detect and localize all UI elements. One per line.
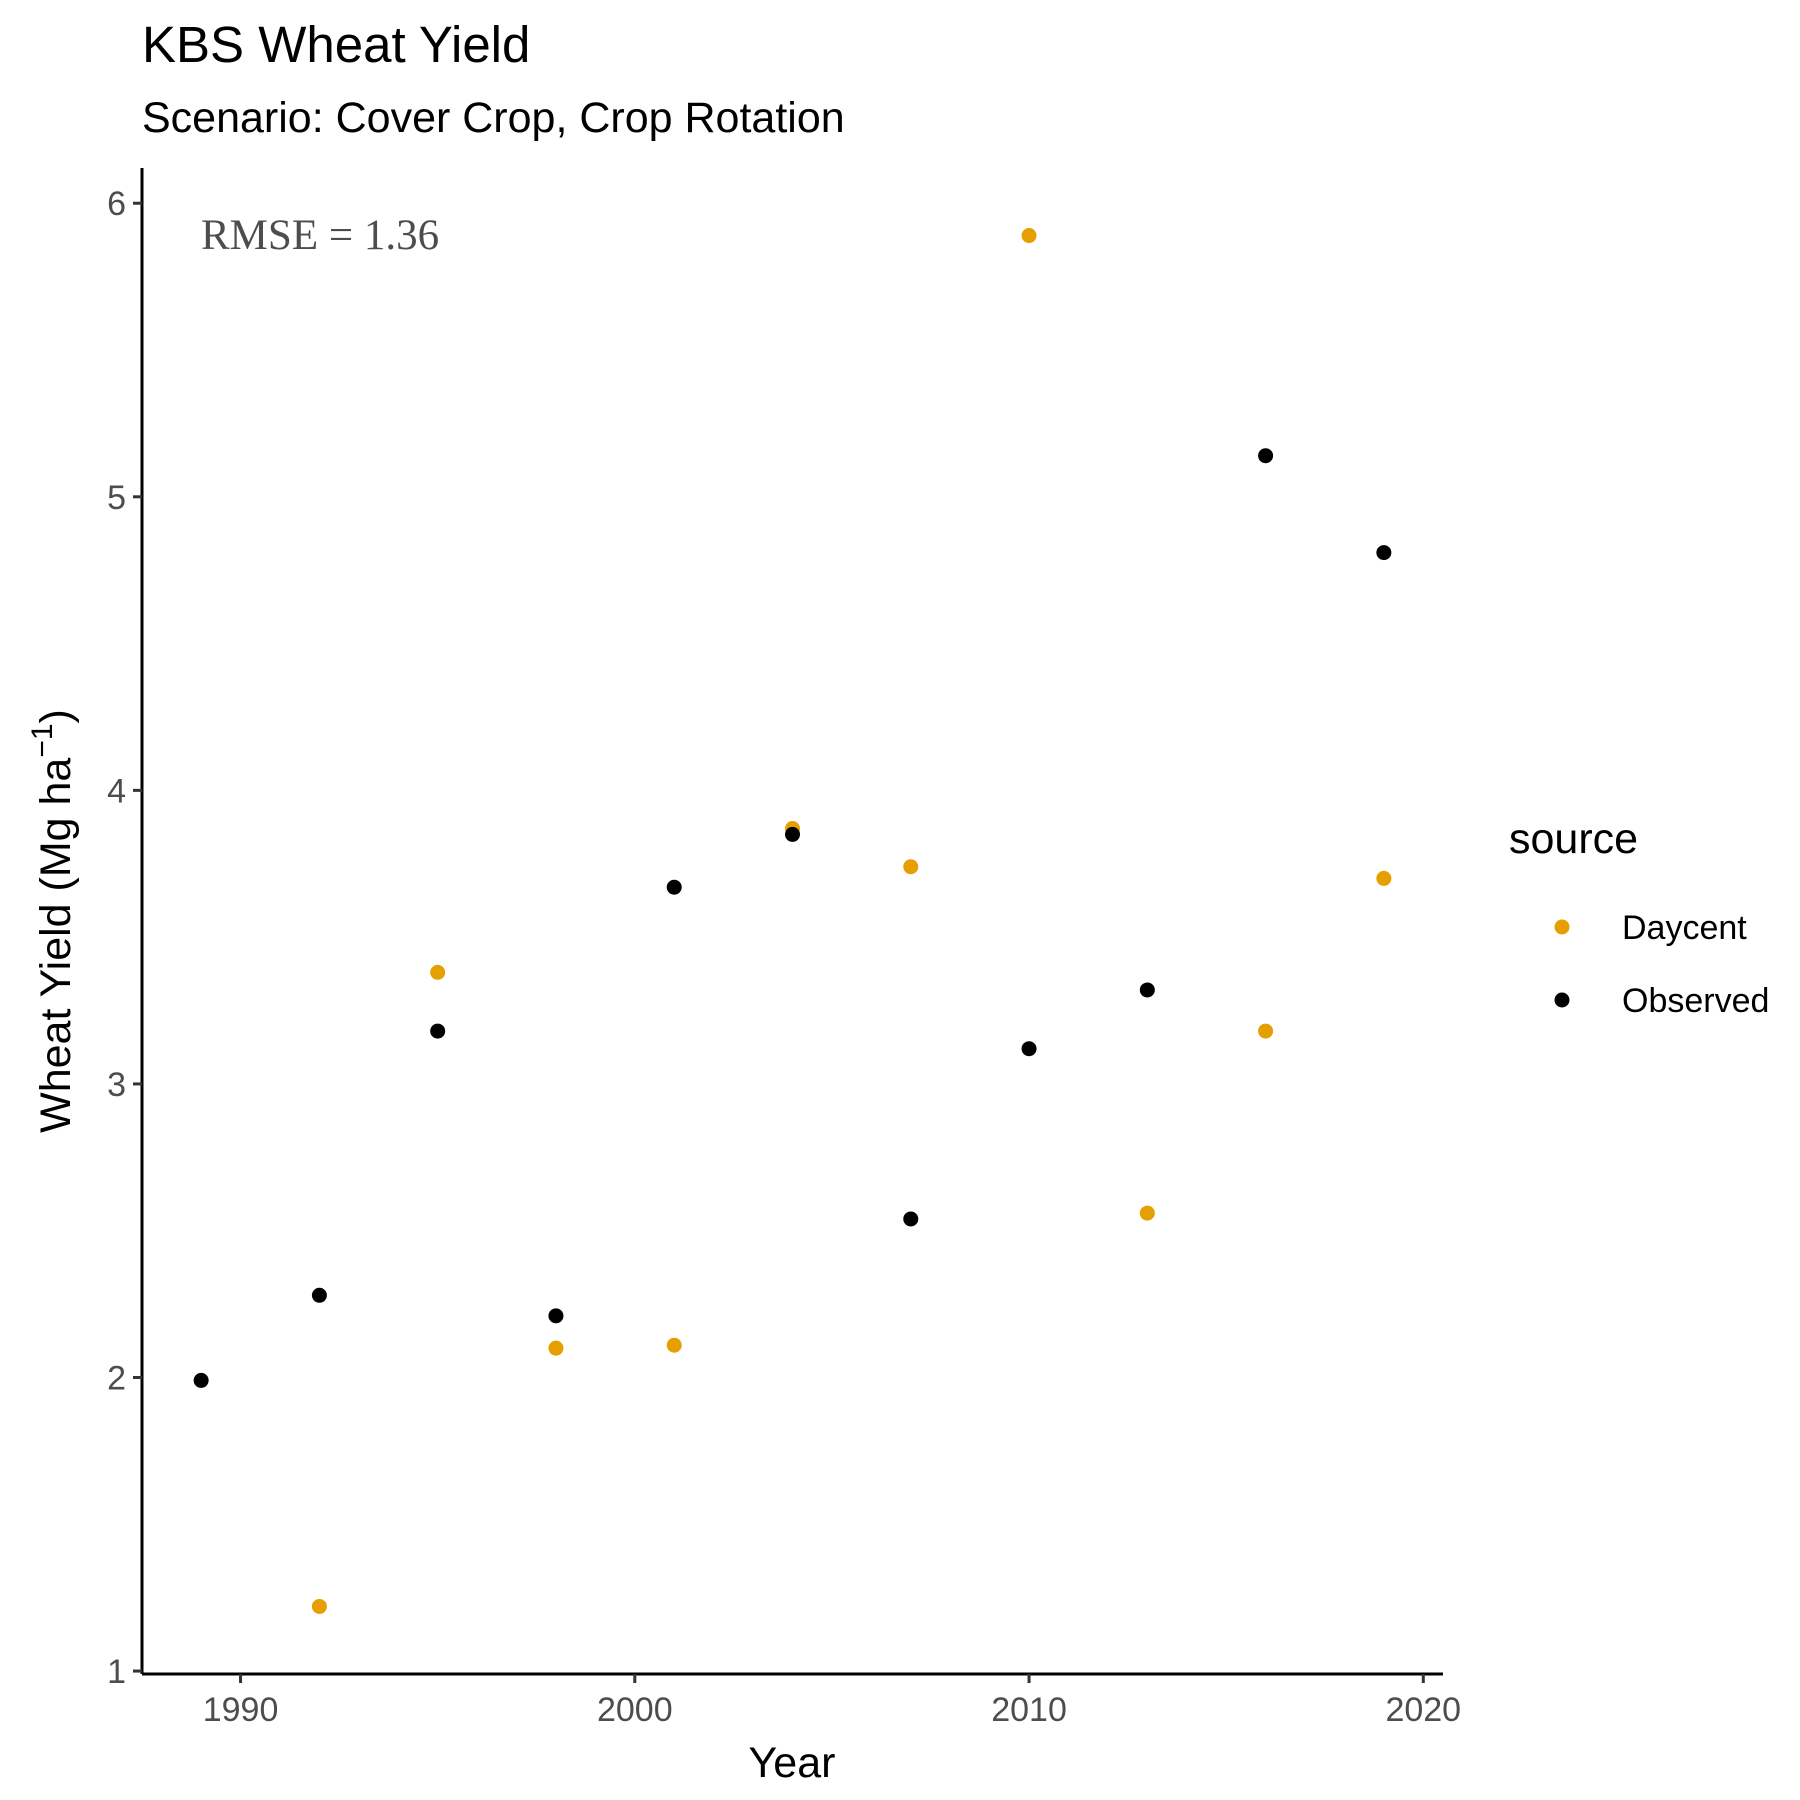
x-axis-title: Year [749, 1739, 836, 1787]
y-tick-label: 5 [107, 479, 126, 517]
data-points [193, 228, 1392, 1614]
point-daycent [548, 1340, 564, 1356]
y-axis-title-close: ) [32, 709, 80, 723]
rmse-annotation: RMSE = 1.36 [201, 212, 439, 259]
x-tick-label: 2010 [991, 1691, 1067, 1729]
x-tick-label: 1990 [203, 1691, 279, 1729]
x-tick-label: 2020 [1385, 1691, 1461, 1729]
y-axis-title-superscript: −1 [26, 723, 59, 757]
legend-title: source [1509, 815, 1638, 863]
point-daycent [430, 964, 446, 980]
legend-items: Daycent Observed [1554, 909, 1769, 1020]
point-daycent [311, 1598, 327, 1614]
y-tick-label: 2 [107, 1359, 126, 1397]
point-observed [1139, 982, 1155, 998]
point-daycent [1258, 1023, 1274, 1039]
y-tick-label: 4 [107, 772, 126, 810]
y-tick-label: 3 [107, 1066, 126, 1104]
x-axis-ticks: 1990 2000 2010 2020 [203, 1674, 1461, 1729]
x-tick-label: 2000 [597, 1691, 673, 1729]
legend-label-observed: Observed [1622, 982, 1769, 1020]
chart-subtitle: Scenario: Cover Crop, Crop Rotation [142, 94, 845, 142]
point-daycent [666, 1337, 682, 1353]
point-observed [1021, 1041, 1037, 1057]
legend-label-daycent: Daycent [1622, 909, 1747, 947]
point-observed [311, 1287, 327, 1303]
point-observed [193, 1372, 209, 1388]
point-observed [785, 826, 800, 842]
point-observed [548, 1308, 564, 1324]
point-observed [666, 879, 682, 895]
point-observed [1258, 448, 1274, 464]
point-daycent [903, 859, 919, 875]
point-daycent [1021, 228, 1037, 244]
legend-key-observed [1554, 992, 1570, 1008]
point-observed [1376, 545, 1392, 561]
point-observed [903, 1211, 919, 1227]
y-tick-label: 1 [107, 1653, 126, 1691]
point-daycent [1139, 1205, 1155, 1221]
legend: source Daycent Observed [1509, 815, 1769, 1020]
plot-area: 1 2 3 4 5 6 1990 2000 2010 2020 RMSE = 1.36 [107, 168, 1461, 1729]
y-tick-label: 6 [107, 185, 126, 223]
y-axis-ticks: 1 2 3 4 5 6 [107, 185, 142, 1691]
legend-key-daycent [1554, 919, 1570, 935]
y-axis-title-main: Wheat Yield (Mg ha [32, 758, 80, 1133]
point-observed [430, 1023, 446, 1039]
y-axis-title: Wheat Yield (Mg ha−1) [26, 709, 80, 1133]
point-daycent [1376, 870, 1392, 886]
chart-title: KBS Wheat Yield [142, 16, 530, 73]
